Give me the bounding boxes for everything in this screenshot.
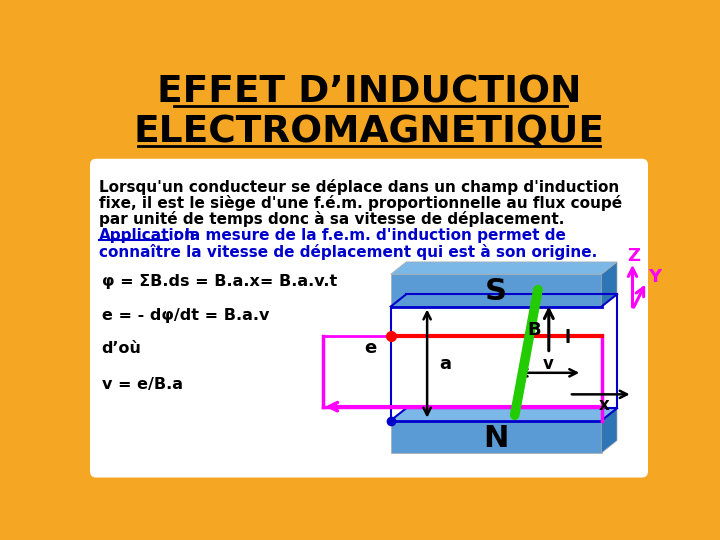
Text: Application: Application bbox=[99, 228, 196, 243]
Text: fixe, il est le siège d'une f.é.m. proportionnelle au flux coupé: fixe, il est le siège d'une f.é.m. propo… bbox=[99, 195, 622, 211]
Polygon shape bbox=[601, 408, 617, 453]
Polygon shape bbox=[391, 262, 617, 274]
Text: x: x bbox=[599, 396, 610, 414]
Polygon shape bbox=[391, 408, 617, 421]
Text: connaître la vitesse de déplacement qui est à son origine.: connaître la vitesse de déplacement qui … bbox=[99, 244, 598, 260]
Text: Y: Y bbox=[648, 268, 661, 286]
Polygon shape bbox=[391, 421, 601, 453]
Text: Lorsqu'un conducteur se déplace dans un champ d'induction: Lorsqu'un conducteur se déplace dans un … bbox=[99, 179, 619, 195]
Text: : la mesure de la f.e.m. d'induction permet de: : la mesure de la f.e.m. d'induction per… bbox=[168, 228, 566, 243]
Text: l: l bbox=[564, 329, 570, 347]
Polygon shape bbox=[601, 262, 617, 307]
Text: a: a bbox=[438, 355, 451, 373]
Text: ELECTROMAGNETIQUE: ELECTROMAGNETIQUE bbox=[133, 114, 605, 151]
Text: Z: Z bbox=[628, 247, 641, 265]
Text: par unité de temps donc à sa vitesse de déplacement.: par unité de temps donc à sa vitesse de … bbox=[99, 211, 564, 227]
Text: v = e/B.a: v = e/B.a bbox=[102, 377, 183, 392]
Text: S: S bbox=[485, 278, 507, 307]
Text: e = - dφ/dt = B.a.v: e = - dφ/dt = B.a.v bbox=[102, 308, 269, 322]
Text: v: v bbox=[543, 355, 554, 373]
Text: N: N bbox=[483, 424, 509, 453]
Text: EFFET D’INDUCTION: EFFET D’INDUCTION bbox=[157, 75, 581, 111]
Polygon shape bbox=[391, 274, 601, 307]
FancyBboxPatch shape bbox=[90, 159, 648, 477]
Text: φ = ΣB.ds = B.a.x= B.a.v.t: φ = ΣB.ds = B.a.x= B.a.v.t bbox=[102, 274, 337, 289]
Text: B: B bbox=[528, 321, 541, 339]
Text: e: e bbox=[364, 339, 377, 357]
Text: d’où: d’où bbox=[102, 341, 142, 356]
